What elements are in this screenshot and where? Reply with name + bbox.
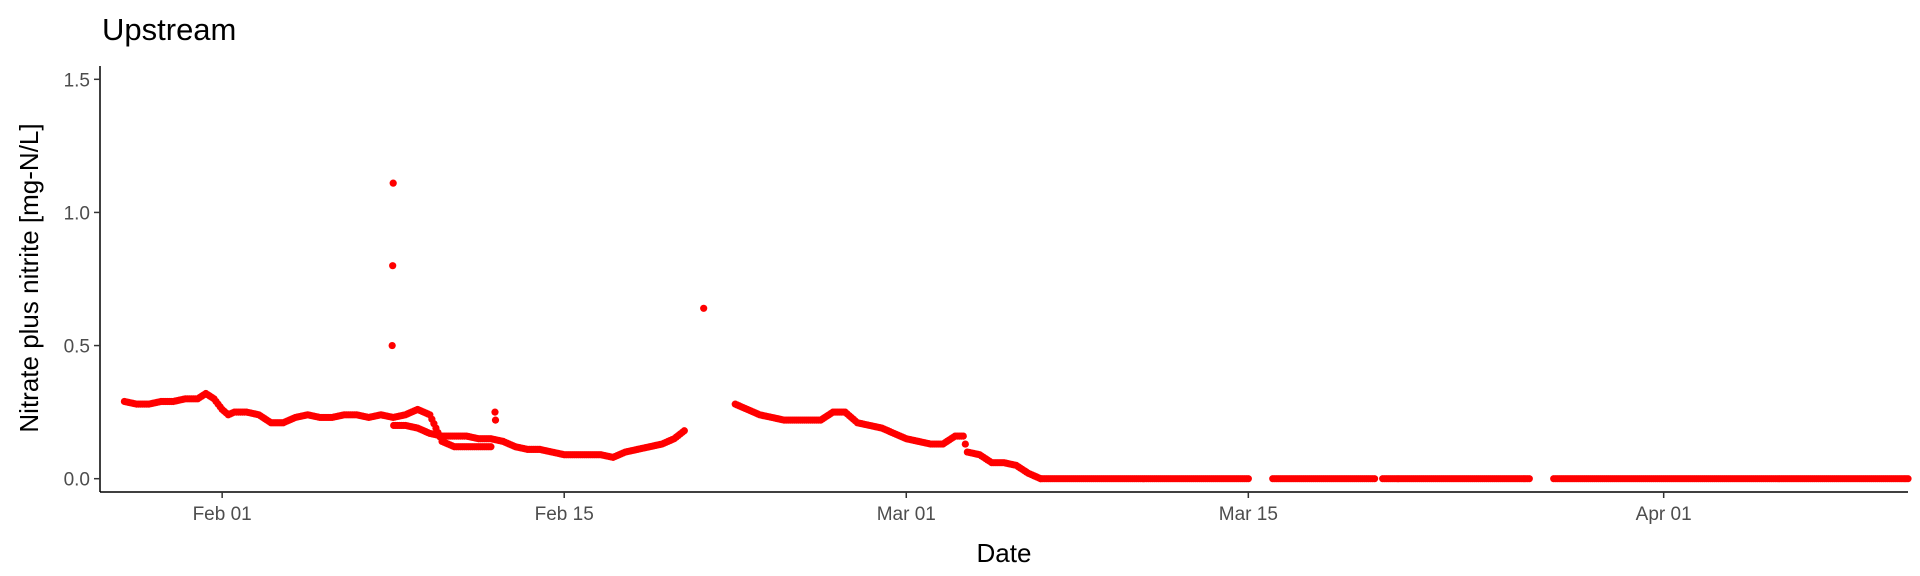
data-point — [1244, 475, 1252, 483]
data-point — [487, 443, 495, 451]
x-tick-label: Mar 15 — [1219, 504, 1278, 525]
data-point — [1370, 475, 1379, 483]
y-tick-label: 0.0 — [64, 470, 90, 491]
y-tick-label: 0.5 — [64, 337, 90, 358]
data-point — [700, 304, 708, 312]
data-point — [491, 416, 500, 424]
data-point — [389, 262, 397, 270]
y-axis-title: Nitrate plus nitrite [mg-N/L] — [14, 123, 44, 432]
data-point — [388, 341, 396, 350]
y-tick-label: 1.5 — [64, 70, 90, 91]
x-ticks: Feb 01 Feb 15 Mar 01 Mar 15 Apr 01 — [193, 492, 1692, 525]
y-tick-label: 1.0 — [64, 203, 90, 224]
data-point — [389, 179, 397, 187]
chart-title: Upstream — [102, 12, 236, 47]
data-points — [120, 179, 1912, 483]
x-tick-label: Apr 01 — [1636, 504, 1692, 525]
data-point — [959, 432, 967, 440]
y-ticks: 0.0 0.5 1.0 1.5 — [64, 70, 100, 491]
x-tick-label: Feb 15 — [535, 504, 594, 525]
data-point — [491, 408, 499, 416]
x-tick-label: Mar 01 — [877, 504, 936, 525]
data-point — [680, 427, 688, 435]
data-point — [961, 440, 969, 448]
data-point — [1904, 475, 1912, 483]
x-axis-title: Date — [977, 538, 1032, 568]
data-point — [1525, 475, 1533, 483]
x-tick-label: Feb 01 — [193, 504, 252, 525]
